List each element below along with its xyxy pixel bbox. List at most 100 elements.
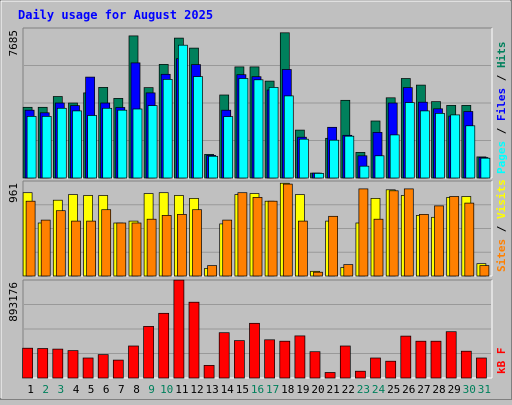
- bar-sites-day-17: [267, 200, 278, 277]
- bar-pages-day-21: [329, 139, 339, 179]
- bar-sites-day-5: [86, 220, 96, 277]
- x-tick-label: 2: [42, 383, 49, 396]
- bar-pages-day-1: [26, 116, 37, 179]
- x-tick-label: 15: [236, 383, 249, 396]
- bar-sites-day-19: [298, 220, 308, 277]
- bar-kb-f-day-8: [128, 345, 139, 379]
- bar-pages-day-26: [404, 102, 415, 179]
- bar-sites-day-6: [101, 209, 112, 277]
- x-tick-label: 10: [160, 383, 173, 396]
- x-tick-label: 3: [57, 383, 64, 396]
- bar-kb-f-day-29: [445, 331, 457, 379]
- legend-visits: Visits: [495, 179, 508, 219]
- panel-kbytes: 893176 kB F: [7, 279, 508, 379]
- panel-hits_files_pages: 7685 Pages / Files / Hits: [7, 27, 508, 179]
- series-legend: Pages / Files / Hits: [495, 42, 508, 175]
- bar-kb-f-day-24: [370, 357, 381, 379]
- x-tick-label: 1: [27, 383, 34, 396]
- bar-pages-day-3: [56, 107, 67, 179]
- bar-pages-day-12: [193, 76, 203, 179]
- bar-kb-f-day-14: [218, 332, 230, 379]
- panel-visits_sites: 961 Sites / Visits: [7, 179, 508, 277]
- bar-sites-day-29: [449, 196, 460, 277]
- bar-kb-f-day-3: [52, 348, 64, 379]
- bar-sites-day-20: [313, 271, 323, 277]
- bar-pages-day-24: [374, 155, 385, 179]
- x-tick-label: 17: [266, 383, 279, 396]
- bar-kb-f-day-19: [294, 335, 306, 379]
- bar-sites-day-16: [252, 197, 263, 277]
- bar-pages-day-15: [238, 78, 249, 179]
- bar-kb-f-day-21: [324, 372, 336, 379]
- x-tick-label: 24: [372, 383, 386, 396]
- bar-sites-day-12: [192, 209, 202, 277]
- bar-kb-f-day-15: [234, 340, 245, 379]
- bar-pages-day-7: [117, 109, 128, 179]
- bar-kb-f-day-7: [112, 359, 124, 379]
- bar-pages-day-6: [102, 107, 113, 179]
- x-tick-label: 11: [175, 383, 188, 396]
- bar-kb-f-day-17: [264, 339, 275, 379]
- bar-sites-day-21: [328, 215, 338, 277]
- bar-sites-day-15: [237, 192, 248, 277]
- chart-title: Daily usage for August 2025: [18, 8, 213, 22]
- bar-pages-day-19: [299, 138, 309, 179]
- x-tick-label: 30: [463, 383, 476, 396]
- legend-files: Files: [495, 88, 508, 121]
- bar-sites-day-9: [146, 218, 157, 277]
- bar-pages-day-27: [420, 110, 430, 179]
- bar-kb-f-day-5: [82, 357, 94, 379]
- bar-kb-f-day-10: [158, 312, 170, 379]
- bar-kb-f-day-23: [355, 370, 366, 379]
- x-tick-label: 20: [311, 383, 324, 396]
- bar-sites-day-22: [343, 264, 354, 277]
- bar-pages-day-20: [314, 173, 324, 179]
- bar-sites-day-28: [434, 205, 444, 277]
- bar-sites-day-30: [464, 202, 475, 277]
- x-tick-label: 7: [118, 383, 125, 396]
- legend-separator: /: [495, 121, 508, 141]
- x-tick-label: 25: [387, 383, 400, 396]
- x-tick-label: 28: [432, 383, 445, 396]
- bar-sites-day-1: [25, 200, 36, 277]
- x-tick-label: 22: [342, 383, 355, 396]
- bar-pages-day-13: [208, 155, 218, 179]
- bar-sites-day-7: [116, 222, 127, 277]
- bar-sites-day-23: [358, 188, 369, 277]
- bar-sites-day-14: [222, 219, 233, 277]
- bar-kb-f-day-1: [22, 347, 33, 379]
- bar-pages-day-5: [87, 115, 97, 179]
- chart-panels: 7685 Pages / Files / Hits 961 Sites / Visit…: [7, 27, 508, 379]
- bar-kb-f-day-26: [400, 335, 412, 379]
- bar-sites-day-18: [282, 183, 293, 277]
- legend-pages: Pages: [495, 141, 508, 174]
- x-tick-label: 21: [326, 383, 339, 396]
- bar-pages-day-17: [268, 87, 279, 179]
- bar-kb-f-day-6: [97, 354, 109, 379]
- bar-sites-day-11: [177, 214, 187, 277]
- bar-pages-day-28: [435, 113, 445, 179]
- bar-sites-day-27: [419, 214, 429, 277]
- bar-kb-f-day-30: [460, 350, 472, 379]
- legend-separator: /: [495, 68, 508, 88]
- x-axis-labels: 1 2 3 4 5 6 7 8 9 10 11 12 13 14 15 16 17 18 19 20 21 22 23 24 2…: [27, 383, 491, 396]
- y-max-label: 7685: [7, 30, 20, 57]
- bar-kb-f-day-11: [173, 279, 185, 379]
- x-tick-label: 13: [205, 383, 218, 396]
- bar-sites-day-31: [479, 265, 490, 277]
- y-max-label: 893176: [7, 282, 20, 322]
- bar-pages-day-31: [480, 157, 491, 179]
- bar-kb-f-day-31: [476, 357, 487, 379]
- bar-sites-day-24: [373, 218, 384, 277]
- bar-sites-day-8: [131, 222, 142, 277]
- bar-kb-f-day-28: [430, 340, 442, 379]
- x-tick-label: 5: [88, 383, 95, 396]
- bar-pages-day-9: [147, 105, 158, 179]
- series-legend: kB F: [495, 348, 508, 375]
- x-tick-label: 16: [251, 383, 264, 396]
- bar-pages-day-2: [41, 116, 52, 179]
- bar-pages-day-11: [178, 44, 188, 179]
- legend-sites: Sites: [495, 239, 508, 272]
